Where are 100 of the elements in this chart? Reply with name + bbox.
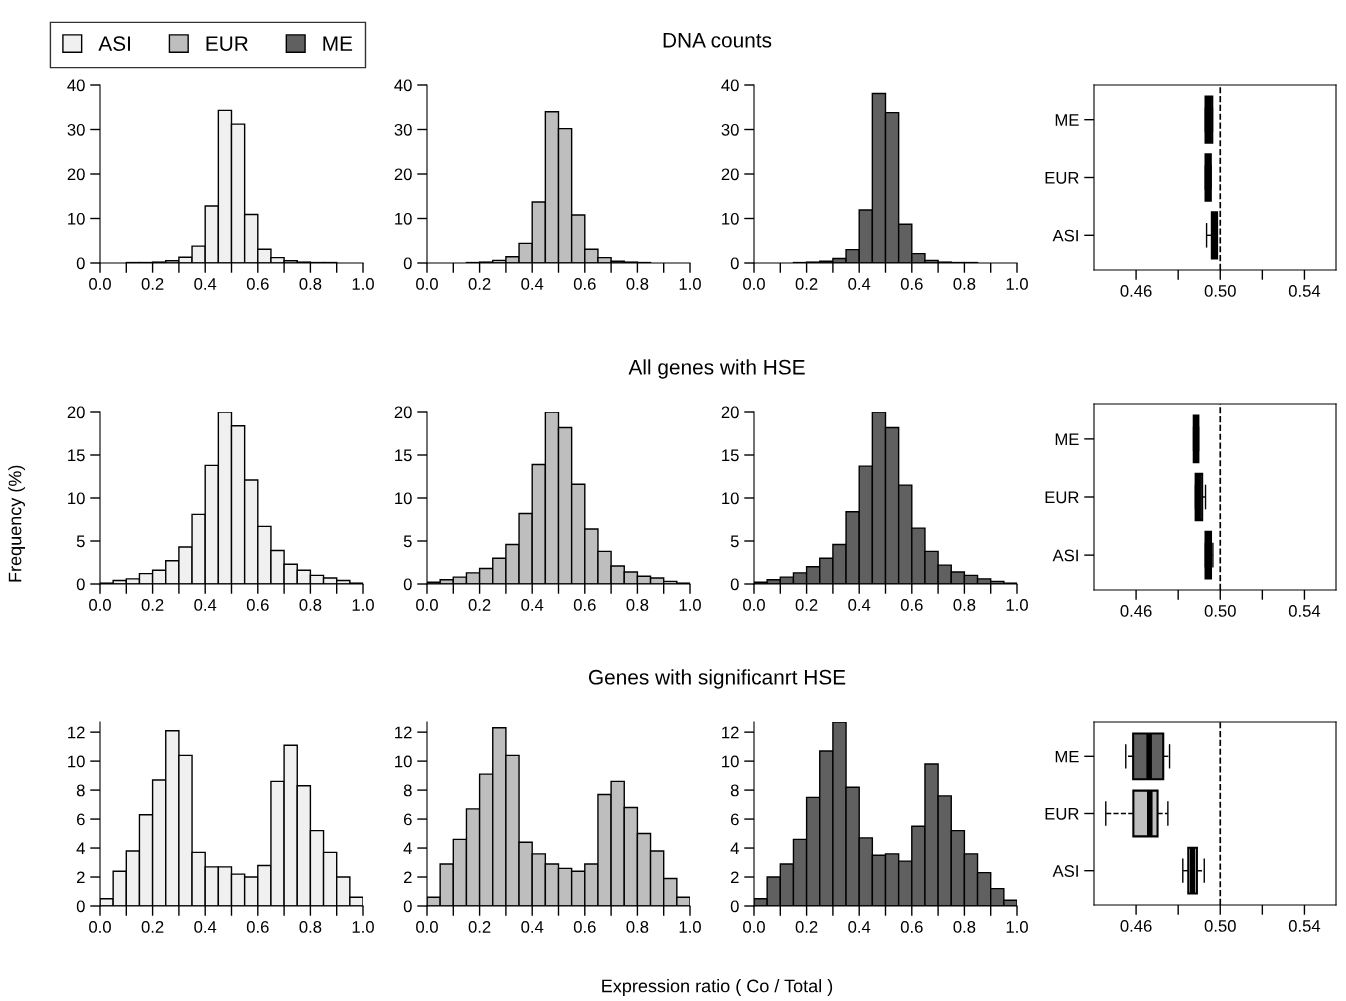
text: ME: [323, 36, 353, 51]
y-tick-label: 2: [730, 871, 739, 884]
x-tick-label: 0.46: [1120, 920, 1152, 932]
y-tick-label: 0: [730, 257, 739, 270]
x-tick-label: 0.50: [1204, 285, 1236, 297]
y-tick-label: 10: [68, 755, 85, 768]
x-tick-label: 0.8: [953, 278, 976, 290]
x-tick-label: 0.50: [1204, 920, 1236, 932]
y-tick-label: 2: [403, 871, 412, 884]
x-tick-label: 0.8: [299, 921, 322, 933]
x-tick-label: 0.54: [1288, 920, 1321, 932]
x-tick-label: 0.8: [299, 278, 322, 290]
x-tick-label: 0.6: [246, 599, 269, 611]
y-tick-label: 40: [721, 79, 739, 92]
x-tick-label: 0.54: [1288, 605, 1321, 617]
y-tick-label: 10: [722, 755, 739, 768]
y-tick-label: 12: [68, 726, 85, 739]
y-tick-label: 20: [721, 168, 739, 181]
text: EUR: [206, 36, 248, 51]
y-tick-label: 20: [67, 168, 85, 181]
y-tick-label: 15: [68, 449, 85, 462]
y-tick-label: 40: [394, 79, 412, 92]
y-tick-label: ME: [1055, 114, 1079, 126]
y-tick-label: 2: [76, 871, 85, 884]
x-tick-label: 1.0: [352, 921, 374, 933]
y-tick-label: ME: [1055, 750, 1079, 763]
legend-label: ASI: [98, 36, 130, 51]
y-tick-label: ASI: [1052, 865, 1078, 877]
y-tick-label: EUR: [1045, 808, 1079, 820]
y-tick-label: 30: [721, 123, 739, 136]
y-tick-label: 20: [394, 406, 412, 419]
x-tick-label: 0.8: [953, 921, 976, 933]
y-tick-label: 10: [395, 492, 412, 505]
y-tick-label: 5: [76, 535, 85, 548]
y-tick-label: 10: [68, 212, 85, 225]
y-tick-label: ASI: [1052, 549, 1078, 562]
text: DNA counts: [663, 33, 772, 48]
y-tick-label: 0: [76, 257, 85, 270]
y-tick-label: 0: [403, 900, 412, 913]
x-tick-label: 0.6: [246, 278, 269, 290]
x-tick-label: 0.4: [848, 921, 871, 933]
x-tick-label: 0.4: [521, 278, 544, 290]
x-tick-label: 0.4: [194, 278, 217, 290]
y-tick-label: 10: [68, 492, 85, 505]
x-tick-label: 0.0: [416, 599, 438, 611]
x-tick-label: 0.2: [141, 278, 164, 290]
text: Expression ratio ( Co / Total ): [602, 979, 833, 996]
x-tick-label: 0.6: [246, 921, 269, 933]
y-tick-label: 0: [403, 578, 412, 591]
y-tick-label: 40: [67, 79, 85, 92]
y-tick-label: 20: [67, 406, 85, 419]
x-tick-label: 0.2: [141, 599, 164, 611]
x-tick-label: 1.0: [679, 278, 701, 290]
y-tick-label: 15: [395, 449, 412, 462]
x-tick-label: 1.0: [352, 599, 374, 611]
x-tick-label: 0.4: [194, 599, 217, 611]
x-tick-label: 0.8: [626, 599, 649, 611]
y-tick-label: 8: [730, 784, 739, 797]
x-tick-label: 0.46: [1120, 605, 1152, 617]
x-tick-label: 0.6: [573, 278, 596, 290]
y-tick-label: 12: [722, 726, 739, 739]
y-tick-label: EUR: [1045, 491, 1079, 504]
text: All genes with HSE: [628, 359, 805, 379]
y-tick-label: 20: [721, 406, 739, 419]
x-tick-label: 0.8: [953, 599, 976, 611]
x-tick-label: 0.2: [468, 278, 491, 290]
y-tick-label: 8: [76, 784, 85, 797]
x-tick-label: 0.0: [743, 599, 765, 611]
y-tick-label: 6: [730, 813, 739, 826]
x-tick-label: 0.6: [900, 921, 923, 933]
x-tick-label: 0.0: [743, 278, 765, 290]
y-tick-label: 0: [730, 578, 739, 591]
y-tick-label: 0: [76, 900, 85, 913]
x-tick-label: 0.2: [468, 599, 491, 611]
x-tick-label: 0.4: [848, 278, 871, 290]
y-tick-label: 5: [730, 535, 739, 548]
y-tick-label: 20: [394, 168, 412, 181]
y-tick-label: EUR: [1045, 172, 1079, 184]
x-tick-label: 0.2: [795, 278, 818, 290]
x-tick-label: 0.4: [194, 921, 217, 933]
x-tick-label: 1.0: [352, 278, 374, 290]
y-tick-label: 6: [403, 813, 412, 826]
y-axis-title: Frequency (%): [8, 465, 25, 582]
y-tick-label: 4: [730, 842, 739, 855]
y-tick-label: 4: [76, 842, 85, 855]
x-tick-label: 0.2: [468, 921, 491, 933]
text: Genes with significanrt HSE: [588, 669, 846, 689]
x-tick-label: 0.54: [1288, 285, 1321, 297]
x-tick-label: 1.0: [1006, 599, 1028, 611]
y-tick-label: 4: [403, 842, 412, 855]
x-tick-label: 0.0: [743, 921, 765, 933]
x-tick-label: 0.2: [141, 921, 164, 933]
x-tick-label: 0.4: [521, 599, 544, 611]
y-tick-label: 0: [76, 578, 85, 591]
y-tick-label: 6: [76, 813, 85, 826]
x-tick-label: 0.6: [573, 599, 596, 611]
x-tick-label: 0.6: [573, 921, 596, 933]
x-tick-label: 1.0: [1006, 921, 1028, 933]
x-tick-label: 1.0: [679, 921, 701, 933]
y-tick-label: 30: [394, 123, 412, 136]
